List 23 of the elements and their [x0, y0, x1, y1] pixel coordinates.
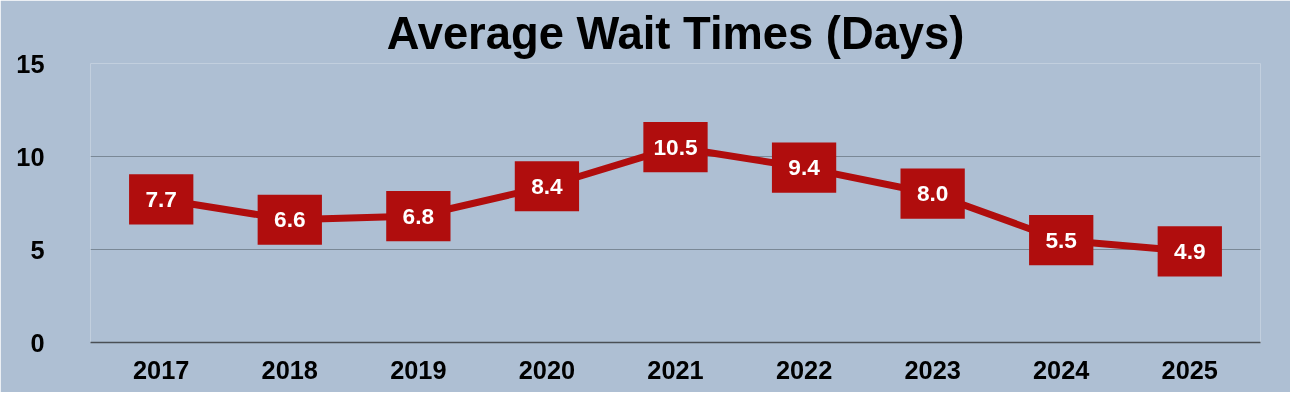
x-tick-label: 2023: [904, 355, 961, 384]
y-tick-label: 15: [16, 49, 45, 78]
x-tick-label: 2019: [390, 355, 447, 384]
y-tick-label: 5: [30, 235, 45, 264]
x-tick-label: 2022: [775, 355, 833, 384]
data-label: 9.4: [788, 154, 821, 181]
data-label: 6.8: [402, 202, 435, 229]
x-tick-label: 2025: [1161, 355, 1218, 384]
y-tick-label: 0: [30, 328, 45, 357]
data-label: 6.6: [274, 206, 306, 233]
data-label: 4.9: [1174, 237, 1206, 264]
x-tick-label: 2020: [518, 355, 576, 384]
chart-title: Average Wait Times (Days): [386, 7, 965, 59]
x-tick-label: 2024: [1033, 355, 1090, 384]
x-tick-label: 2017: [133, 355, 190, 384]
data-label: 8.0: [916, 180, 949, 207]
data-label: 7.7: [145, 185, 177, 212]
y-tick-label: 10: [16, 142, 45, 171]
data-label: 8.4: [531, 172, 564, 199]
data-label: 5.5: [1045, 226, 1077, 253]
x-tick-label: 2018: [261, 355, 318, 384]
x-tick-label: 2021: [647, 355, 704, 384]
data-label: 10.5: [653, 133, 698, 160]
